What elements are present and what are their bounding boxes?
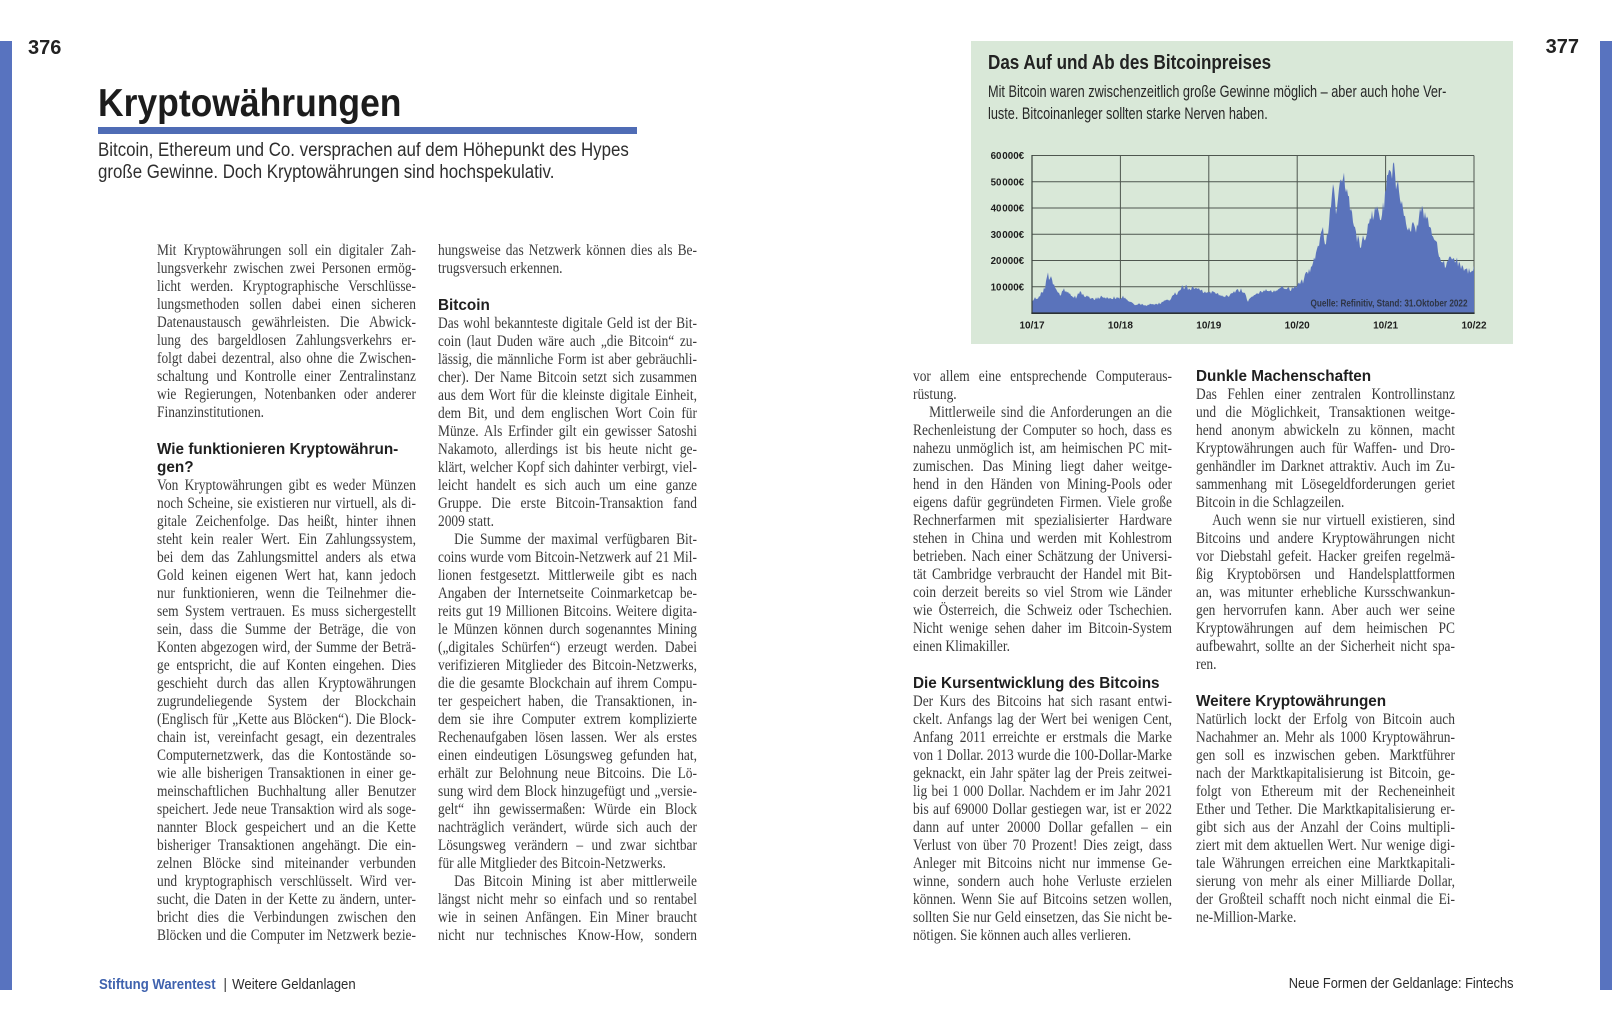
svg-text:10/19: 10/19: [1196, 321, 1221, 332]
svg-text:50 000€: 50 000€: [991, 177, 1025, 188]
svg-text:10/22: 10/22: [1461, 321, 1486, 332]
svg-text:60 000€: 60 000€: [991, 151, 1025, 162]
svg-text:20 000€: 20 000€: [991, 256, 1025, 267]
svg-text:10/21: 10/21: [1373, 321, 1398, 332]
svg-text:10 000€: 10 000€: [991, 282, 1025, 293]
svg-text:Quelle: Refinitiv, Stand: 31.O: Quelle: Refinitiv, Stand: 31.Oktober 202…: [1311, 299, 1468, 310]
svg-text:10/18: 10/18: [1108, 321, 1133, 332]
svg-text:10/20: 10/20: [1285, 321, 1310, 332]
svg-text:40 000€: 40 000€: [991, 204, 1025, 215]
svg-text:30 000€: 30 000€: [991, 230, 1025, 241]
svg-text:10/17: 10/17: [1019, 321, 1044, 332]
